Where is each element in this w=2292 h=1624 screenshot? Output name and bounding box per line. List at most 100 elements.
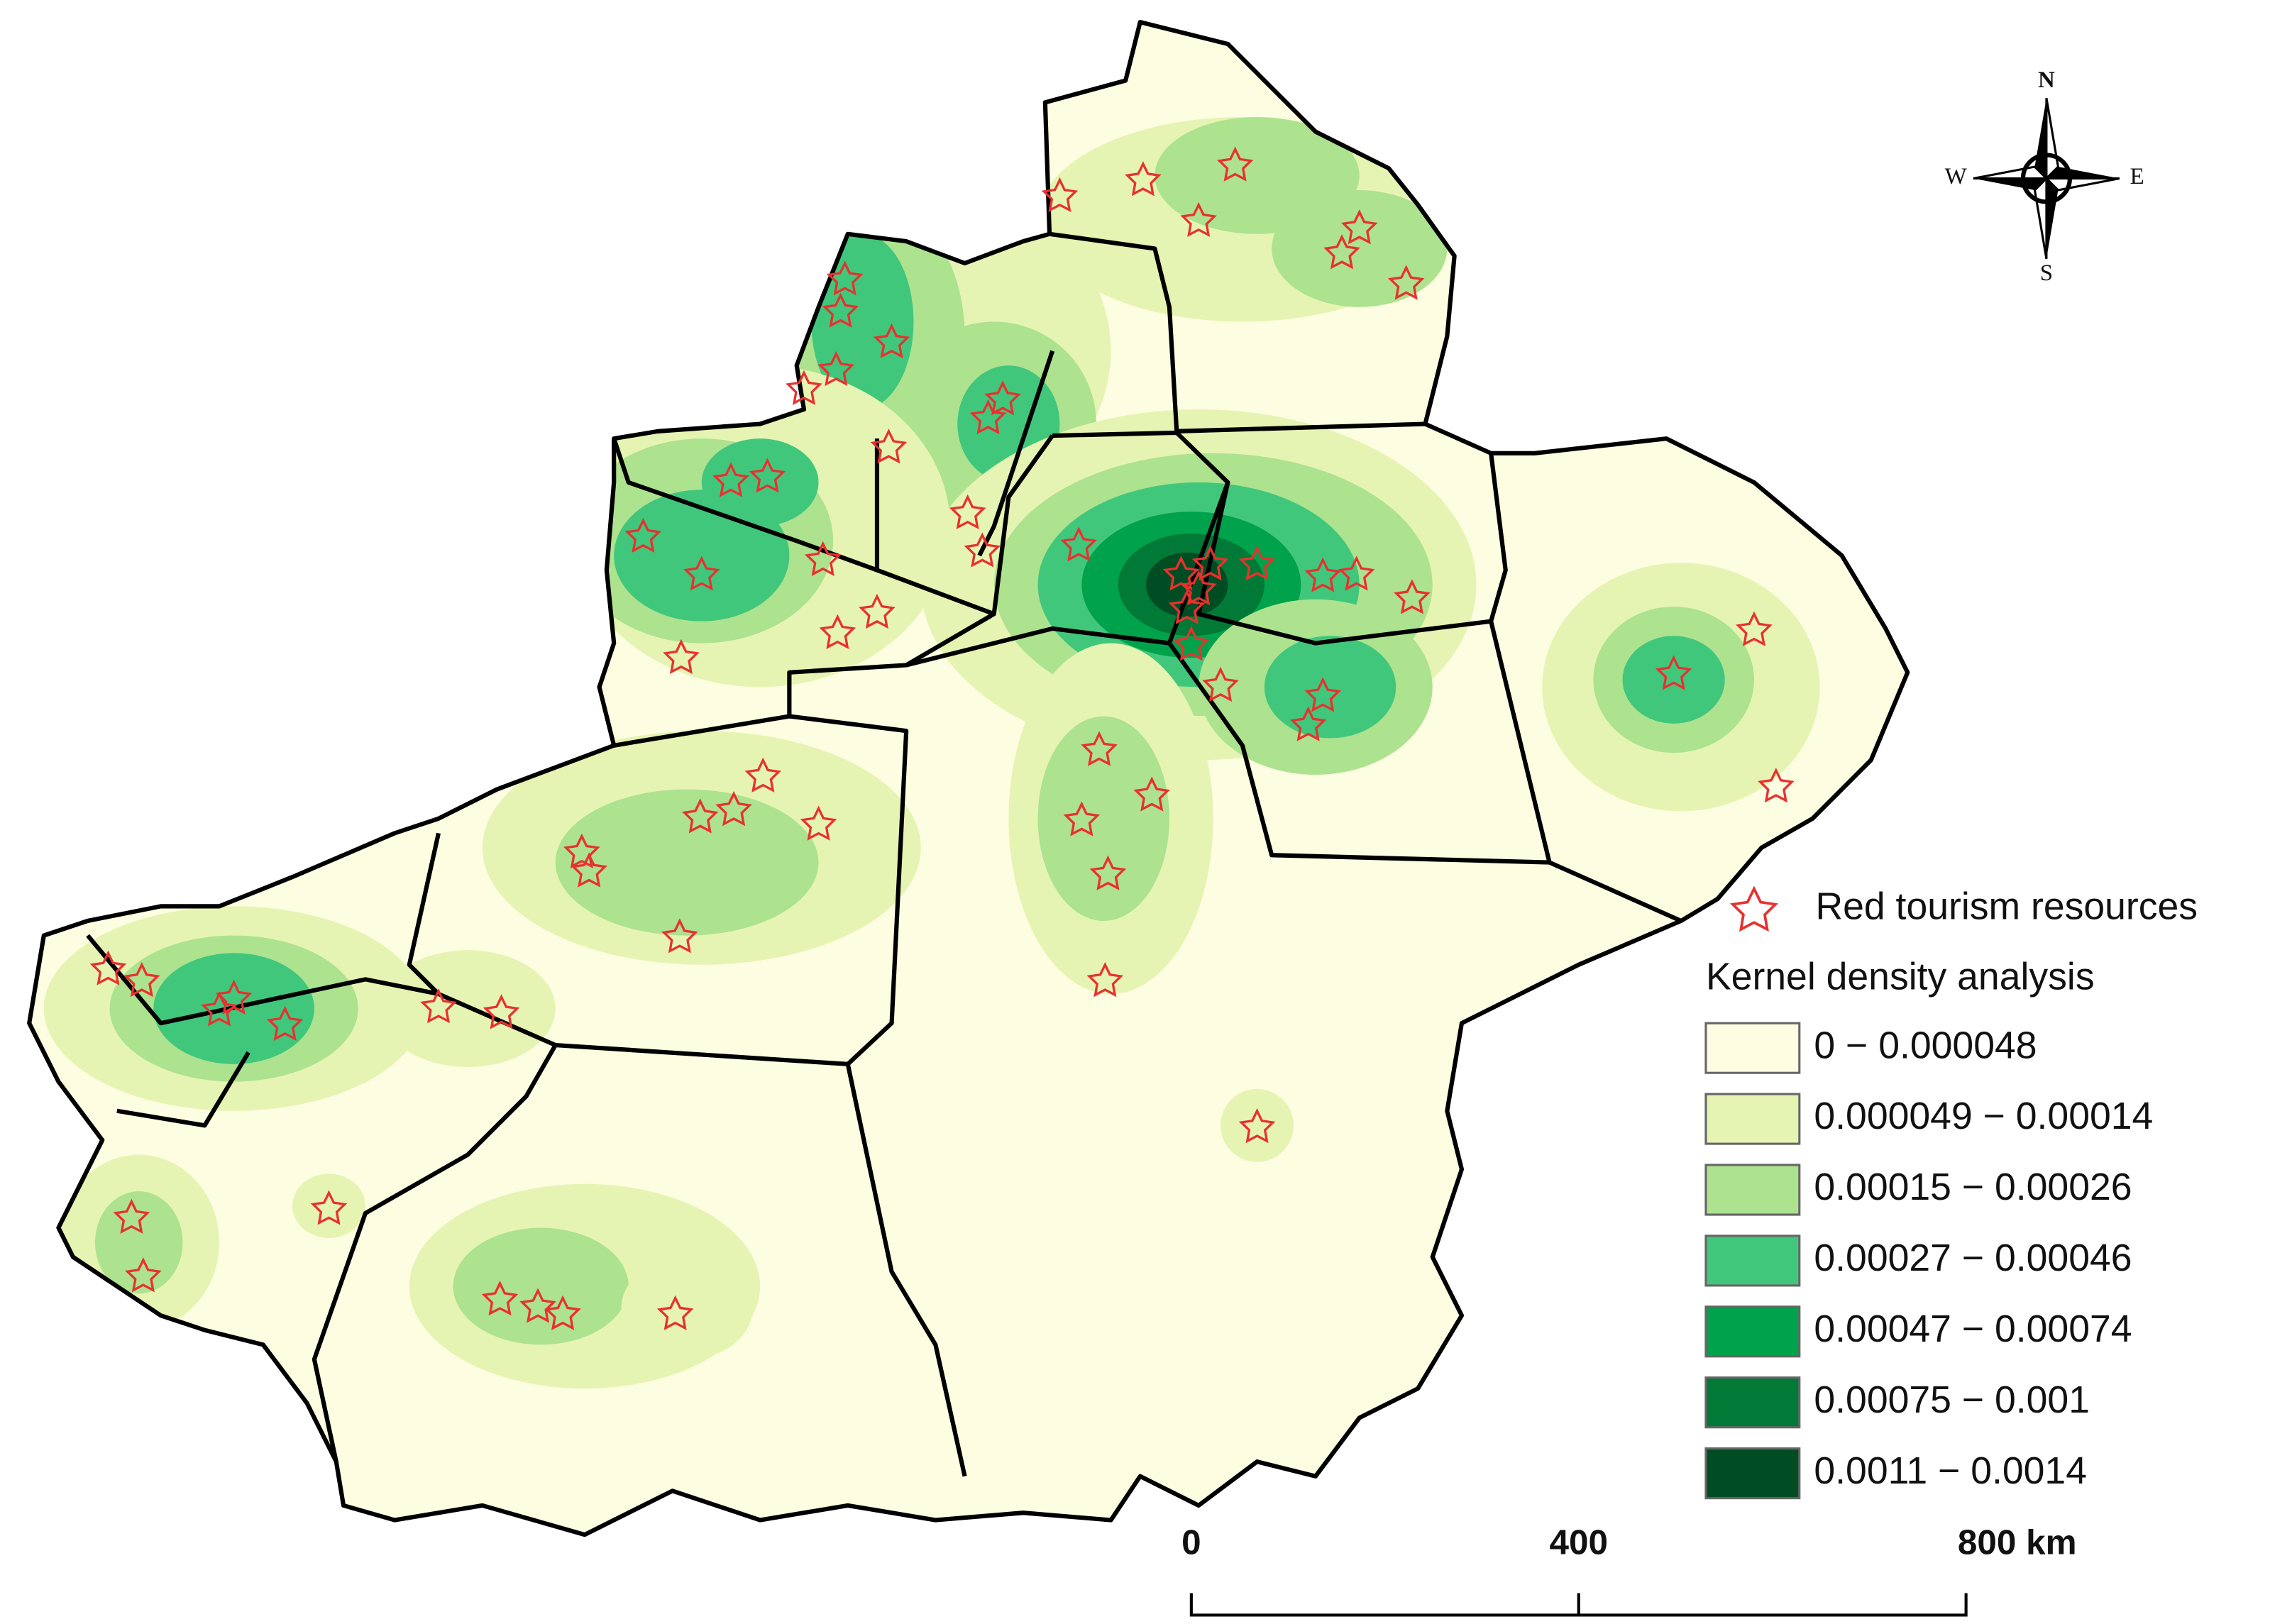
- density-zone: [1264, 636, 1396, 739]
- star-marker: [563, 833, 600, 868]
- legend-class-label: 0.00047 − 0.00074: [1814, 1308, 2132, 1350]
- legend: Red tourism resources Kernel density ana…: [1704, 885, 2198, 1500]
- density-zone: [555, 789, 819, 936]
- legend-swatch: [1704, 1305, 1801, 1358]
- legend-class-label: 0 − 0.000048: [1814, 1024, 2037, 1066]
- border: [613, 612, 996, 748]
- star-marker: [1340, 209, 1378, 245]
- border: [1049, 231, 1426, 433]
- star-marker: [123, 961, 160, 998]
- border: [116, 1051, 250, 1128]
- scale-label: 400: [1550, 1523, 1608, 1562]
- star-marker: [859, 593, 896, 629]
- star-marker: [1133, 776, 1171, 812]
- star-marker: [826, 260, 864, 296]
- star-marker: [1162, 556, 1200, 591]
- star-marker: [822, 292, 859, 328]
- star-marker: [656, 1295, 694, 1330]
- star-marker: [420, 988, 457, 1024]
- legend-class-label: 0.000049 − 0.00014: [1814, 1095, 2153, 1137]
- star-marker: [1304, 677, 1342, 712]
- legend-title: Kernel density analysis: [1706, 956, 2095, 998]
- legend-star: [1729, 885, 1778, 932]
- scale-label: 0: [1181, 1523, 1201, 1562]
- star-marker: [544, 1295, 581, 1330]
- star-marker: [1180, 201, 1217, 238]
- star-marker: [1202, 666, 1239, 702]
- star-marker: [310, 1190, 348, 1225]
- compass-ring: [2020, 153, 2072, 204]
- star-marker: [681, 798, 719, 834]
- star-marker: [1125, 161, 1162, 197]
- star-marker: [1655, 655, 1692, 690]
- star-marker: [817, 350, 855, 387]
- density-zone: [453, 1227, 629, 1345]
- scale-line: [1189, 1593, 1968, 1617]
- star-marker: [715, 790, 752, 827]
- star-marker: [1173, 626, 1210, 661]
- legend-swatch: [1704, 1234, 1801, 1287]
- star-marker: [786, 370, 822, 405]
- star-marker: [266, 1005, 304, 1042]
- border: [86, 934, 439, 1026]
- legend-swatch: [1704, 1164, 1801, 1216]
- star-marker: [712, 462, 749, 497]
- compass-s: S: [2040, 260, 2053, 286]
- star-marker: [1289, 706, 1327, 741]
- star-marker: [969, 399, 1007, 435]
- star-marker: [1304, 557, 1342, 592]
- density-zone: [94, 1191, 183, 1294]
- compass: N S W E: [1945, 67, 2144, 286]
- star-marker: [663, 639, 700, 674]
- star-marker: [571, 852, 607, 888]
- star-marker: [1394, 579, 1431, 614]
- star-marker: [683, 556, 720, 591]
- star-marker: [1387, 265, 1425, 300]
- star-marker: [113, 1198, 150, 1234]
- star-marker: [984, 380, 1021, 416]
- border: [977, 350, 1055, 557]
- star-marker: [1191, 545, 1229, 581]
- star-marker: [519, 1288, 556, 1323]
- legend-class-label: 0.00027 − 0.00046: [1814, 1237, 2132, 1279]
- star-marker: [749, 458, 786, 493]
- star-marker: [1238, 1107, 1276, 1144]
- tourism-sites: [89, 146, 1795, 1330]
- star-marker: [624, 517, 662, 553]
- star-marker: [1216, 146, 1254, 182]
- star-marker: [661, 918, 698, 954]
- star-marker: [1238, 545, 1276, 581]
- star-marker: [1180, 570, 1217, 606]
- star-marker: [1758, 768, 1795, 803]
- legend-swatch: [1704, 1447, 1801, 1500]
- star-marker: [870, 429, 908, 464]
- density-zone: [1622, 636, 1725, 724]
- border: [407, 714, 909, 1066]
- star-marker: [1060, 526, 1098, 562]
- border: [845, 1064, 967, 1477]
- star-marker: [483, 994, 520, 1029]
- star-marker: [125, 1257, 162, 1293]
- density-zone: [292, 1173, 365, 1238]
- compass-w: W: [1945, 164, 1968, 189]
- star-marker: [1041, 177, 1079, 213]
- star-marker: [89, 950, 127, 985]
- star-marker: [804, 541, 842, 576]
- legend-class-label: 0.00075 − 0.001: [1814, 1379, 2090, 1421]
- star-marker: [1323, 234, 1360, 270]
- star-marker: [819, 614, 856, 649]
- legend-swatch: [1704, 1022, 1801, 1074]
- density-zone: [1221, 1088, 1294, 1162]
- star-marker: [1168, 589, 1206, 624]
- scale-bar: 0 400 800 km: [1181, 1523, 2077, 1617]
- star-marker: [873, 323, 910, 359]
- density-zone: [811, 233, 914, 409]
- border: [905, 626, 1170, 668]
- density-zone: [1272, 189, 1448, 307]
- border: [1196, 482, 1552, 863]
- star-marker: [1089, 855, 1127, 890]
- star-marker: [1736, 611, 1773, 646]
- region-outline: [27, 20, 1910, 1537]
- border: [312, 1044, 558, 1462]
